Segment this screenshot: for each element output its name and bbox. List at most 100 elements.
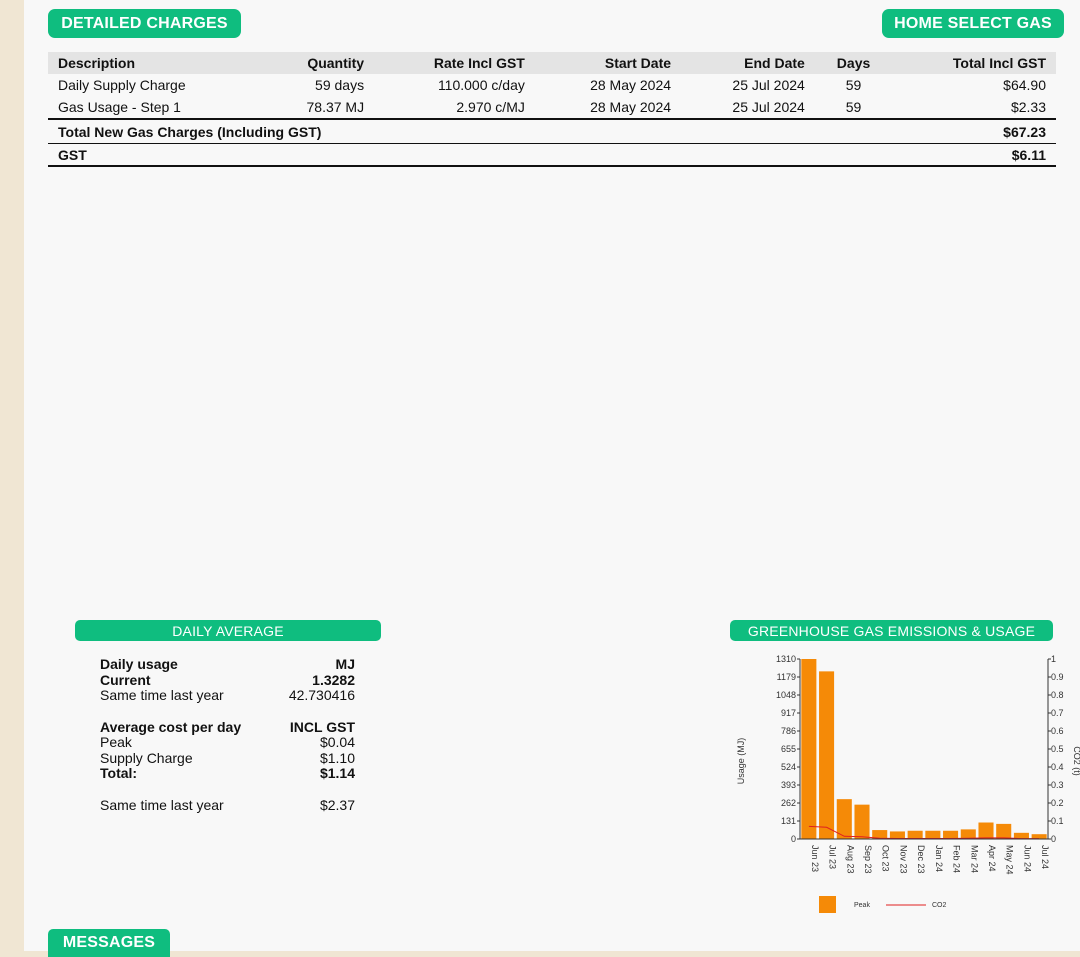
chart-bar xyxy=(836,799,852,839)
chart-bar xyxy=(819,671,835,839)
cell-end-date: 25 Jul 2024 xyxy=(732,77,805,93)
x-tick-label: Jan 24 xyxy=(934,845,944,872)
col-quantity: Quantity xyxy=(261,52,375,74)
messages-heading: MESSAGES xyxy=(48,929,170,957)
y2-tick-label: 0.2 xyxy=(1051,798,1064,808)
chart-bar xyxy=(801,659,817,839)
cell-description: Gas Usage - Step 1 xyxy=(58,99,181,115)
col-description: Description xyxy=(48,52,262,74)
total-charges-row: Total New Gas Charges (Including GST) $6… xyxy=(48,118,1056,144)
table-row: Gas Usage - Step 1 78.37 MJ 2.970 c/MJ 2… xyxy=(48,96,1056,119)
cell-total: $2.33 xyxy=(1010,99,1046,115)
peak-value: $0.04 xyxy=(319,734,355,750)
cell-rate: 110.000 c/day xyxy=(437,77,525,93)
detailed-charges-heading: DETAILED CHARGES xyxy=(48,9,241,38)
last-year-value: 42.730416 xyxy=(288,687,355,703)
peak-row: Peak $0.04 xyxy=(100,734,355,751)
daily-average-heading: DAILY AVERAGE xyxy=(75,620,381,641)
cell-start-date: 28 May 2024 xyxy=(590,99,672,115)
cell-quantity: 78.37 MJ xyxy=(306,99,365,115)
supply-value: $1.10 xyxy=(319,749,355,766)
gst-row: GST $6.11 xyxy=(48,143,1056,167)
current-usage-row: Current 1.3282 xyxy=(100,671,355,689)
col-end-date: End Date xyxy=(681,52,815,74)
cost-last-year-label: Same time last year xyxy=(100,796,224,813)
usage-unit: MJ xyxy=(335,656,355,672)
col-start-date: Start Date xyxy=(534,52,682,74)
y2-tick-label: 1 xyxy=(1051,654,1056,664)
y2-axis-title: CO2 (t) xyxy=(1072,746,1080,776)
y2-tick-label: 0 xyxy=(1051,834,1056,844)
x-tick-label: Jul 23 xyxy=(828,845,838,869)
current-label: Current xyxy=(100,671,151,688)
last-year-label: Same time last year xyxy=(100,687,224,703)
cost-unit: INCL GST xyxy=(289,718,355,735)
last-year-usage-row: Same time last year 42.730416 xyxy=(100,687,355,704)
y-tick-label: 131 xyxy=(781,816,796,826)
chart-bar xyxy=(960,829,976,839)
y2-tick-label: 0.4 xyxy=(1051,762,1064,772)
usage-header-row: Daily usage MJ xyxy=(100,656,355,673)
y-tick-label: 524 xyxy=(781,762,796,772)
daily-total-row: Total: $1.14 xyxy=(100,765,355,782)
x-tick-label: Apr 24 xyxy=(987,845,997,872)
gst-value: $6.11 xyxy=(892,143,1056,167)
y-tick-label: 1179 xyxy=(777,672,796,682)
daily-total-label: Total: xyxy=(100,765,138,781)
y2-tick-label: 0.7 xyxy=(1051,708,1064,718)
y2-tick-label: 0.9 xyxy=(1051,672,1064,682)
cell-rate: 2.970 c/MJ xyxy=(456,99,525,115)
x-tick-label: Dec 23 xyxy=(916,845,926,874)
greenhouse-heading: GREENHOUSE GAS EMISSIONS & USAGE xyxy=(730,620,1053,641)
col-rate: Rate Incl GST xyxy=(374,52,535,74)
bill-page: DETAILED CHARGES HOME SELECT GAS Descrip… xyxy=(24,0,1080,957)
cell-days: 59 xyxy=(845,99,862,115)
x-tick-label: Nov 23 xyxy=(898,845,908,874)
y-tick-label: 786 xyxy=(781,726,796,736)
x-tick-label: Sep 23 xyxy=(863,845,873,874)
chart-bar xyxy=(907,830,923,839)
chart-bar xyxy=(978,822,994,839)
y-tick-label: 262 xyxy=(781,798,796,808)
y2-tick-label: 0.8 xyxy=(1051,690,1064,700)
x-tick-label: Feb 24 xyxy=(952,845,962,873)
y2-tick-label: 0.3 xyxy=(1051,780,1064,790)
plan-name-badge: HOME SELECT GAS xyxy=(882,9,1064,38)
gst-label: GST xyxy=(48,143,893,167)
peak-label: Peak xyxy=(100,734,132,750)
chart-bar xyxy=(943,830,959,839)
legend-peak-label: Peak xyxy=(854,902,870,909)
y2-tick-label: 0.1 xyxy=(1051,816,1064,826)
cell-description: Daily Supply Charge xyxy=(58,77,186,93)
y-tick-label: 917 xyxy=(781,708,796,718)
x-tick-label: Jun 24 xyxy=(1022,845,1032,872)
supply-row: Supply Charge $1.10 xyxy=(100,749,355,767)
chart-bar xyxy=(1031,834,1047,839)
cell-days: 59 xyxy=(845,77,862,93)
cell-total: $64.90 xyxy=(1003,77,1046,93)
current-value: 1.3282 xyxy=(312,671,355,688)
y-tick-label: 655 xyxy=(781,744,796,754)
x-tick-label: Jun 23 xyxy=(810,845,820,872)
cost-last-year-value: $2.37 xyxy=(319,796,355,813)
chart-bar xyxy=(1013,832,1029,839)
y2-tick-label: 0.6 xyxy=(1051,726,1064,736)
y-tick-label: 1048 xyxy=(776,690,796,700)
legend-co2-label: CO2 xyxy=(932,902,947,909)
chart-bar xyxy=(854,804,870,839)
total-charges-value: $67.23 xyxy=(892,118,1056,144)
col-total: Total Incl GST xyxy=(892,52,1056,74)
y-tick-label: 393 xyxy=(781,780,796,790)
x-tick-label: Aug 23 xyxy=(845,845,855,874)
x-tick-label: Mar 24 xyxy=(969,845,979,873)
chart-bar xyxy=(889,831,905,839)
y2-tick-label: 0.5 xyxy=(1051,744,1064,754)
usage-label: Daily usage xyxy=(100,656,178,672)
legend-peak-swatch xyxy=(819,896,836,913)
chart-bar xyxy=(925,830,941,839)
usage-chart: 0 131 262 393 524 655 786 917 1048 1179 1310 0 0.1 0.… xyxy=(708,645,1080,915)
total-charges-label: Total New Gas Charges (Including GST) xyxy=(48,118,893,144)
cell-start-date: 28 May 2024 xyxy=(590,77,672,93)
daily-total-value: $1.14 xyxy=(319,765,355,781)
daily-average-panel: Daily usage MJ Current 1.3282 Same time … xyxy=(100,656,355,813)
